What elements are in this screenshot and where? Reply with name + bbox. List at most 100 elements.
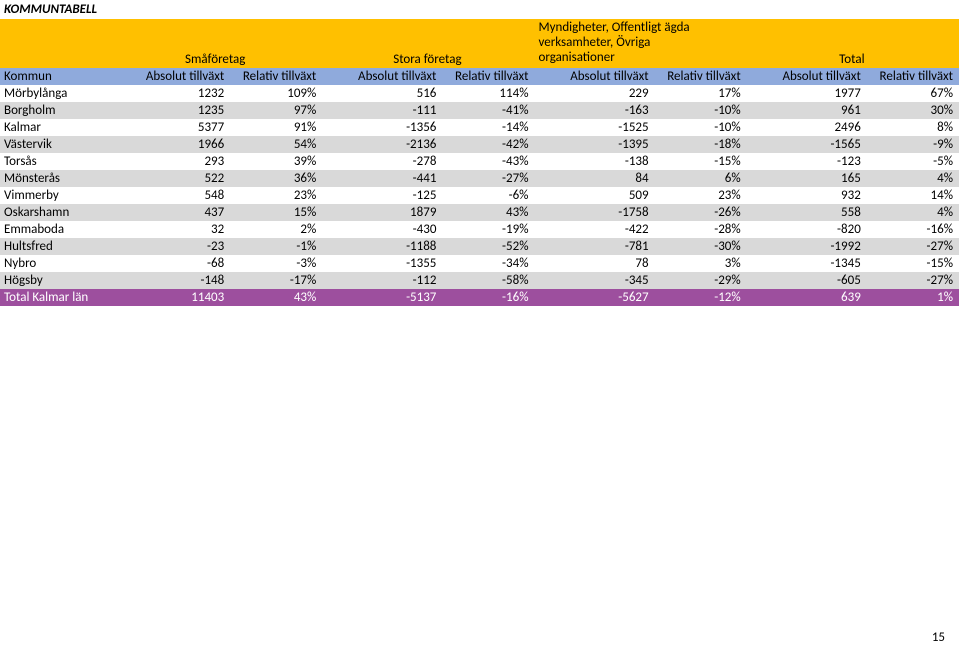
cell-value: 23% xyxy=(230,187,322,204)
cell-value: -41% xyxy=(442,102,534,119)
cell-value: -163 xyxy=(534,102,654,119)
cell-value: 3% xyxy=(655,255,747,272)
cell-value: 67% xyxy=(867,85,959,102)
header-rel: Relativ tillväxt xyxy=(230,68,322,85)
header-abs: Absolut tillväxt xyxy=(747,68,867,85)
page-number: 15 xyxy=(932,630,945,645)
cell-value: 1977 xyxy=(747,85,867,102)
cell-value: 4% xyxy=(867,170,959,187)
header-abs: Absolut tillväxt xyxy=(534,68,654,85)
cell-value: -112 xyxy=(322,272,442,289)
cell-value: 84 xyxy=(534,170,654,187)
header-group-2: Myndigheter, Offentligt ägdaverksamheter… xyxy=(534,19,746,68)
cell-value: -9% xyxy=(867,136,959,153)
cell-value: -42% xyxy=(442,136,534,153)
cell-value: 23% xyxy=(655,187,747,204)
cell-value: -15% xyxy=(867,255,959,272)
cell-value: -5% xyxy=(867,153,959,170)
total-value: -5137 xyxy=(322,289,442,306)
cell-value: -148 xyxy=(110,272,230,289)
cell-value: -27% xyxy=(867,238,959,255)
table-title: KOMMUNTABELL xyxy=(0,0,959,19)
header-rel: Relativ tillväxt xyxy=(655,68,747,85)
cell-value: 36% xyxy=(230,170,322,187)
header-group-row: SmåföretagStora företagMyndigheter, Offe… xyxy=(0,19,959,68)
cell-value: 114% xyxy=(442,85,534,102)
header-abs: Absolut tillväxt xyxy=(322,68,442,85)
cell-value: 961 xyxy=(747,102,867,119)
cell-value: 43% xyxy=(442,204,534,221)
cell-value: -10% xyxy=(655,119,747,136)
cell-value: -422 xyxy=(534,221,654,238)
cell-value: -1992 xyxy=(747,238,867,255)
cell-value: 6% xyxy=(655,170,747,187)
cell-value: 558 xyxy=(747,204,867,221)
cell-value: 522 xyxy=(110,170,230,187)
cell-value: -27% xyxy=(867,272,959,289)
total-value: -16% xyxy=(442,289,534,306)
cell-value: -125 xyxy=(322,187,442,204)
cell-value: 39% xyxy=(230,153,322,170)
cell-value: 8% xyxy=(867,119,959,136)
cell-value: -26% xyxy=(655,204,747,221)
cell-value: 5377 xyxy=(110,119,230,136)
cell-value: -1395 xyxy=(534,136,654,153)
cell-value: 97% xyxy=(230,102,322,119)
cell-value: -16% xyxy=(867,221,959,238)
cell-value: 1235 xyxy=(110,102,230,119)
header-blank xyxy=(0,19,110,68)
cell-value: 91% xyxy=(230,119,322,136)
cell-value: -17% xyxy=(230,272,322,289)
cell-value: -430 xyxy=(322,221,442,238)
cell-value: 15% xyxy=(230,204,322,221)
cell-value: -820 xyxy=(747,221,867,238)
cell-value: -30% xyxy=(655,238,747,255)
cell-value: -138 xyxy=(534,153,654,170)
cell-value: -23 xyxy=(110,238,230,255)
cell-value: 14% xyxy=(867,187,959,204)
header-rel: Relativ tillväxt xyxy=(867,68,959,85)
cell-value: 229 xyxy=(534,85,654,102)
table-row: Västervik196654%-2136-42%-1395-18%-1565-… xyxy=(0,136,959,153)
cell-kommun: Hultsfred xyxy=(0,238,110,255)
cell-value: -3% xyxy=(230,255,322,272)
cell-value: -6% xyxy=(442,187,534,204)
cell-kommun: Vimmerby xyxy=(0,187,110,204)
cell-kommun: Nybro xyxy=(0,255,110,272)
cell-value: 932 xyxy=(747,187,867,204)
table-row: Nybro-68-3%-1355-34%783%-1345-15% xyxy=(0,255,959,272)
cell-value: -29% xyxy=(655,272,747,289)
table-row: Vimmerby54823%-125-6%50923%93214% xyxy=(0,187,959,204)
cell-value: -68 xyxy=(110,255,230,272)
table-row: Kalmar537791%-1356-14%-1525-10%24968% xyxy=(0,119,959,136)
cell-value: -278 xyxy=(322,153,442,170)
cell-kommun: Torsås xyxy=(0,153,110,170)
total-value: -12% xyxy=(655,289,747,306)
total-value: -5627 xyxy=(534,289,654,306)
cell-value: 293 xyxy=(110,153,230,170)
cell-value: -28% xyxy=(655,221,747,238)
cell-value: 1966 xyxy=(110,136,230,153)
cell-value: -441 xyxy=(322,170,442,187)
cell-value: 516 xyxy=(322,85,442,102)
cell-value: -781 xyxy=(534,238,654,255)
cell-value: -1355 xyxy=(322,255,442,272)
total-label: Total Kalmar län xyxy=(0,289,110,306)
table-row: Oskarshamn43715%187943%-1758-26%5584% xyxy=(0,204,959,221)
header-rel: Relativ tillväxt xyxy=(442,68,534,85)
cell-kommun: Kalmar xyxy=(0,119,110,136)
total-value: 43% xyxy=(230,289,322,306)
cell-value: 32 xyxy=(110,221,230,238)
table-row: Mönsterås52236%-441-27%846%1654% xyxy=(0,170,959,187)
cell-value: 1232 xyxy=(110,85,230,102)
table-total-row: Total Kalmar län1140343%-5137-16%-5627-1… xyxy=(0,289,959,306)
cell-value: -1% xyxy=(230,238,322,255)
cell-value: -1345 xyxy=(747,255,867,272)
cell-kommun: Emmaboda xyxy=(0,221,110,238)
cell-value: -14% xyxy=(442,119,534,136)
header-group-0: Småföretag xyxy=(110,19,322,68)
cell-value: -1565 xyxy=(747,136,867,153)
cell-value: -18% xyxy=(655,136,747,153)
cell-kommun: Oskarshamn xyxy=(0,204,110,221)
cell-value: 2496 xyxy=(747,119,867,136)
